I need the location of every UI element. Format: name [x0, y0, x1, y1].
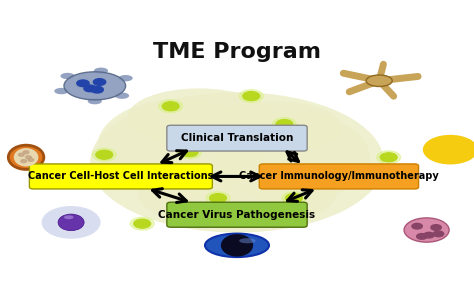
- Ellipse shape: [239, 238, 255, 243]
- Circle shape: [21, 160, 27, 163]
- Circle shape: [424, 232, 434, 238]
- Ellipse shape: [61, 73, 75, 79]
- Circle shape: [417, 234, 427, 239]
- Circle shape: [276, 119, 293, 129]
- Text: Clinical Translation: Clinical Translation: [181, 133, 293, 143]
- Circle shape: [134, 219, 151, 228]
- Circle shape: [181, 148, 198, 157]
- Text: Cancer Immunology/Immunotherapy: Cancer Immunology/Immunotherapy: [239, 171, 439, 182]
- Circle shape: [431, 225, 441, 230]
- FancyBboxPatch shape: [29, 164, 212, 189]
- Circle shape: [380, 153, 397, 162]
- Ellipse shape: [90, 92, 384, 233]
- Ellipse shape: [9, 145, 44, 169]
- Circle shape: [433, 231, 444, 237]
- Circle shape: [159, 100, 182, 113]
- Ellipse shape: [115, 93, 129, 99]
- Text: Cancer Cell-Host Cell Interactions: Cancer Cell-Host Cell Interactions: [28, 171, 214, 182]
- FancyBboxPatch shape: [259, 164, 419, 189]
- Ellipse shape: [58, 214, 84, 231]
- Circle shape: [43, 207, 100, 238]
- Circle shape: [412, 223, 422, 229]
- Circle shape: [26, 156, 31, 159]
- Circle shape: [96, 150, 113, 159]
- Circle shape: [239, 90, 263, 102]
- Ellipse shape: [137, 157, 337, 229]
- Circle shape: [28, 158, 34, 161]
- Ellipse shape: [366, 75, 392, 86]
- Circle shape: [210, 193, 227, 203]
- Ellipse shape: [218, 113, 370, 202]
- Ellipse shape: [205, 234, 269, 257]
- Ellipse shape: [94, 68, 108, 74]
- Ellipse shape: [14, 148, 38, 166]
- Ellipse shape: [404, 218, 449, 242]
- Ellipse shape: [64, 72, 126, 100]
- Text: TME Program: TME Program: [153, 42, 321, 62]
- FancyBboxPatch shape: [167, 125, 307, 151]
- Circle shape: [243, 91, 260, 101]
- Circle shape: [423, 135, 474, 164]
- Circle shape: [77, 80, 89, 87]
- Circle shape: [84, 85, 96, 92]
- Ellipse shape: [88, 98, 102, 104]
- Text: Cancer Virus Pathogenesis: Cancer Virus Pathogenesis: [158, 210, 316, 220]
- Circle shape: [130, 217, 154, 230]
- Circle shape: [178, 146, 201, 159]
- Ellipse shape: [97, 99, 263, 195]
- Circle shape: [93, 79, 106, 85]
- Circle shape: [18, 153, 24, 156]
- Circle shape: [282, 192, 306, 204]
- Circle shape: [162, 102, 179, 111]
- Ellipse shape: [221, 234, 253, 257]
- Circle shape: [23, 151, 29, 154]
- Ellipse shape: [118, 75, 133, 81]
- FancyBboxPatch shape: [167, 202, 307, 227]
- Circle shape: [285, 193, 302, 203]
- Ellipse shape: [209, 101, 341, 152]
- Circle shape: [377, 151, 401, 164]
- Ellipse shape: [55, 88, 69, 94]
- Circle shape: [206, 192, 230, 204]
- Ellipse shape: [128, 88, 270, 144]
- Ellipse shape: [64, 215, 73, 219]
- Circle shape: [92, 148, 116, 161]
- Circle shape: [91, 86, 103, 93]
- Circle shape: [273, 118, 296, 130]
